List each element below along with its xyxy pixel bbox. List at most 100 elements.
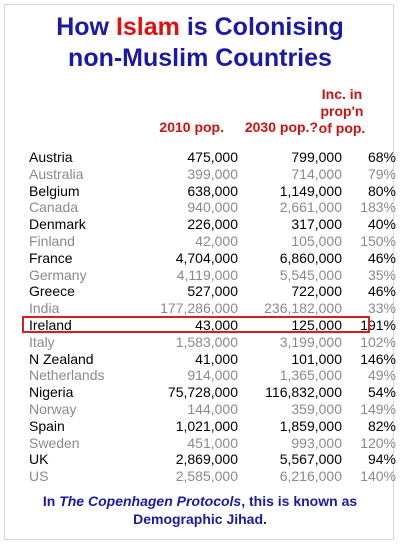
increase-cell: 120% <box>360 434 396 451</box>
country-cell: Italy <box>29 333 55 350</box>
table-row: US 2,585,000 6,216,000 140% <box>29 468 396 485</box>
footer-line-2: Demographic Jihad. <box>133 511 267 527</box>
table-row: India 177,286,000 236,182,000 33% <box>29 300 396 317</box>
increase-cell: 49% <box>367 367 396 384</box>
increase-cell: 40% <box>367 216 396 233</box>
header-2030-pop: 2030 pop.? <box>244 119 318 135</box>
header-2010-pop: 2010 pop. <box>159 119 224 135</box>
title-line-1: How Islam is Colonising <box>0 12 400 43</box>
title-text: is Colonising <box>179 13 344 41</box>
country-cell: Germany <box>29 266 87 283</box>
header-increase-line: of pop. <box>318 120 366 136</box>
footer-line-1: In The Copenhagen Protocols, this is kno… <box>0 492 400 510</box>
pop-2030-cell: 5,567,000 <box>279 451 342 468</box>
pop-2030-cell: 317,000 <box>291 216 342 233</box>
table-row: Germany 4,119,000 5,545,000 35% <box>29 267 396 284</box>
country-cell: N Zealand <box>29 350 94 367</box>
increase-cell: 94% <box>367 451 396 468</box>
increase-cell: 35% <box>367 266 396 283</box>
pop-2010-cell: 41,000 <box>195 350 238 367</box>
pop-2010-cell: 42,000 <box>195 232 238 249</box>
country-cell: Canada <box>29 199 79 216</box>
country-cell: Belgium <box>29 182 80 199</box>
pop-2030-cell: 359,000 <box>291 400 342 417</box>
table-row: UK 2,869,000 5,567,000 94% <box>29 451 396 468</box>
table-row: Italy 1,583,000 3,199,000 102% <box>29 334 396 351</box>
image-frame <box>4 4 394 540</box>
title-highlight-word: Islam <box>115 13 180 41</box>
title-text: How <box>56 13 116 41</box>
country-cell: UK <box>29 451 49 468</box>
table-row: Canada 940,000 2,661,000 183% <box>29 199 396 216</box>
title-line-2: non-Muslim Countries <box>68 44 332 72</box>
table-row: Denmark 226,000 317,000 40% <box>29 216 396 233</box>
increase-cell: 82% <box>367 417 396 434</box>
table-row: France 4,704,000 6,860,000 46% <box>29 250 396 267</box>
country-cell: Finland <box>29 232 75 249</box>
page-title: How Islam is Colonising non-Muslim Count… <box>0 12 400 74</box>
table-row: Greece 527,000 722,000 46% <box>29 283 396 300</box>
pop-2010-cell: 43,000 <box>195 316 238 333</box>
pop-2030-cell: 799,000 <box>291 149 342 165</box>
pop-2030-cell: 116,832,000 <box>265 384 342 401</box>
country-cell: Greece <box>29 283 75 300</box>
pop-2010-cell: 177,286,000 <box>160 300 238 317</box>
increase-cell: 146% <box>360 350 396 367</box>
pop-2030-cell: 1,365,000 <box>279 367 342 384</box>
increase-cell: 79% <box>367 165 396 182</box>
pop-2030-cell: 125,000 <box>291 316 342 333</box>
pop-2010-cell: 475,000 <box>187 149 238 165</box>
increase-cell: 54% <box>367 384 396 401</box>
country-cell: Netherlands <box>29 367 105 384</box>
country-cell: India <box>29 300 60 317</box>
increase-cell: 46% <box>367 249 396 266</box>
pop-2030-cell: 2,661,000 <box>279 199 342 216</box>
table-row: N Zealand 41,000 101,000 146% <box>29 351 396 368</box>
table-row: Finland 42,000 105,000 150% <box>29 233 396 250</box>
highlight-box-ireland <box>22 316 370 333</box>
pop-2010-cell: 144,000 <box>187 400 238 417</box>
table-row: Sweden 451,000 993,000 120% <box>29 435 396 452</box>
footer-caption: In The Copenhagen Protocols, this is kno… <box>0 492 400 528</box>
pop-2010-cell: 4,704,000 <box>175 249 238 266</box>
pop-2010-cell: 226,000 <box>187 216 238 233</box>
table-row: Australia 399,000 714,000 79% <box>29 166 396 183</box>
table-row: Netherlands 914,000 1,365,000 49% <box>29 367 396 384</box>
population-table: Austria 475,000 799,000 68% Australia 399,000… <box>29 149 396 485</box>
pop-2010-cell: 451,000 <box>187 434 238 451</box>
pop-2030-cell: 101,000 <box>291 350 342 367</box>
footer-book-title: The Copenhagen Protocols <box>59 493 242 509</box>
country-cell: Austria <box>29 149 73 165</box>
pop-2030-cell: 993,000 <box>291 434 342 451</box>
country-cell: Denmark <box>29 216 86 233</box>
country-cell: US <box>29 468 49 485</box>
increase-cell: 68% <box>367 149 396 165</box>
increase-cell: 149% <box>360 400 396 417</box>
country-cell: Sweden <box>29 434 80 451</box>
footer-text: In <box>42 493 60 509</box>
country-cell: Australia <box>29 165 84 182</box>
increase-cell: 140% <box>360 468 396 485</box>
country-cell: Norway <box>29 400 77 417</box>
pop-2030-cell: 722,000 <box>291 283 342 300</box>
header-increase-line: Inc. in <box>321 86 363 102</box>
pop-2010-cell: 914,000 <box>187 367 238 384</box>
pop-2010-cell: 527,000 <box>187 283 238 300</box>
country-cell: Nigeria <box>29 384 74 401</box>
pop-2010-cell: 2,585,000 <box>175 468 238 485</box>
country-cell: France <box>29 249 73 266</box>
footer-text: , this is known as <box>241 493 358 509</box>
pop-2030-cell: 1,149,000 <box>279 182 342 199</box>
increase-cell: 46% <box>367 283 396 300</box>
table-row: Belgium 638,000 1,149,000 80% <box>29 183 396 200</box>
pop-2030-cell: 3,199,000 <box>279 333 342 350</box>
pop-2010-cell: 1,583,000 <box>175 333 238 350</box>
increase-cell: 102% <box>360 333 396 350</box>
increase-cell: 33% <box>367 300 396 317</box>
increase-cell: 150% <box>360 232 396 249</box>
pop-2030-cell: 6,216,000 <box>279 468 342 485</box>
pop-2030-cell: 5,545,000 <box>279 266 342 283</box>
table-row: Ireland 43,000 125,000 191% <box>29 317 396 334</box>
pop-2030-cell: 1,859,000 <box>279 417 342 434</box>
pop-2030-cell: 6,860,000 <box>279 249 342 266</box>
